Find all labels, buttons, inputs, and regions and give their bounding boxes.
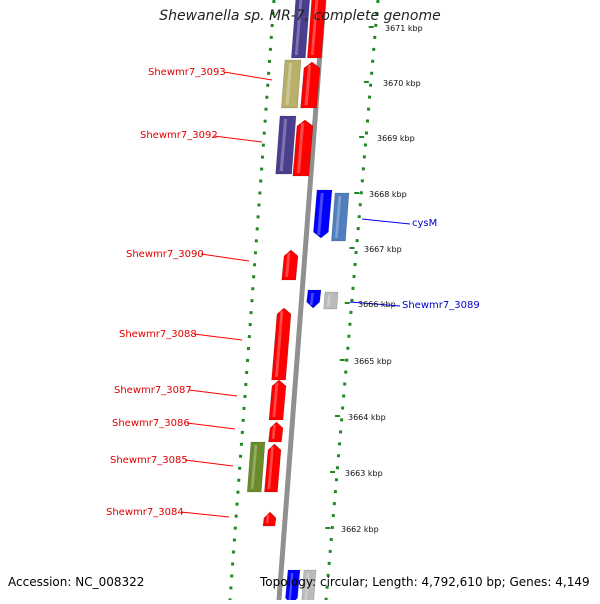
leader-cysm bbox=[361, 218, 411, 225]
gene-block-3093-khaki bbox=[281, 59, 302, 109]
gene-block-3085-olive bbox=[246, 441, 266, 493]
gene-label-shewmr7-3088[interactable]: Shewmr7_3088 bbox=[119, 329, 197, 340]
gene-block-cysm bbox=[313, 189, 333, 239]
scale-label-3663: 3663 kbp bbox=[345, 469, 383, 478]
gene-block-3089 bbox=[306, 289, 322, 309]
leader-3089 bbox=[349, 301, 401, 307]
scale-label-3668: 3668 kbp bbox=[369, 190, 407, 199]
scale-label-3664: 3664 kbp bbox=[348, 413, 386, 422]
gene-block-cysm-steel bbox=[331, 192, 350, 242]
leader-3087 bbox=[188, 389, 238, 397]
scale-label-3665: 3665 kbp bbox=[354, 357, 392, 366]
gene-label-shewmr7-3089[interactable]: Shewmr7_3089 bbox=[402, 300, 480, 311]
scale-label-3667: 3667 kbp bbox=[364, 245, 402, 254]
gene-block-3090-highlight bbox=[285, 253, 291, 277]
gene-block-3092-highlight bbox=[296, 123, 305, 173]
gene-label-shewmr7-3086[interactable]: Shewmr7_3086 bbox=[112, 418, 190, 429]
gene-block-3093-highlight bbox=[304, 65, 312, 105]
gene-block-3089-highlight bbox=[309, 293, 314, 305]
gene-block-bottom-grey bbox=[301, 569, 317, 604]
leader-3085 bbox=[184, 459, 234, 467]
gene-block-top-red-highlight bbox=[310, 0, 319, 55]
gene-label-shewmr7-3092[interactable]: Shewmr7_3092 bbox=[140, 130, 218, 141]
gene-label-shewmr7-3085[interactable]: Shewmr7_3085 bbox=[110, 455, 188, 466]
gene-block-3092-navy bbox=[275, 115, 297, 175]
scale-label-3662: 3662 kbp bbox=[341, 525, 379, 534]
gene-label-shewmr7-3084[interactable]: Shewmr7_3084 bbox=[106, 507, 184, 518]
accession-text: Accession: NC_008322 bbox=[8, 575, 145, 589]
gene-block-3089-grey-highlight bbox=[326, 295, 331, 306]
gene-block-3088-highlight bbox=[275, 311, 284, 377]
gene-block-3086 bbox=[268, 421, 284, 443]
scale-label-3666: 3666 kbp bbox=[358, 300, 396, 309]
gene-block-3085-highlight bbox=[267, 447, 274, 489]
gene-label-cysm[interactable]: cysM bbox=[412, 218, 438, 229]
leader-3092 bbox=[213, 135, 263, 143]
leader-3084 bbox=[180, 511, 230, 518]
divider-right-dotted bbox=[324, 0, 380, 601]
gene-block-cysm-steel-highlight bbox=[334, 196, 342, 238]
gene-block-top-navy bbox=[291, 0, 311, 59]
gene-block-3092-navy-highlight bbox=[279, 119, 288, 171]
gene-block-top-navy-highlight bbox=[294, 0, 303, 55]
page-title: Shewanella sp. MR-7, complete genome bbox=[159, 8, 441, 24]
gene-block-3092 bbox=[292, 119, 314, 177]
gene-block-3084-highlight bbox=[265, 515, 270, 523]
gene-block-top-red bbox=[307, 0, 327, 59]
gene-block-cysm-highlight bbox=[317, 193, 324, 235]
gene-block-3085-olive-highlight bbox=[250, 445, 258, 489]
leader-3086 bbox=[186, 422, 236, 430]
gene-block-3087 bbox=[268, 379, 287, 421]
gene-block-3085 bbox=[264, 443, 282, 493]
gene-label-shewmr7-3090[interactable]: Shewmr7_3090 bbox=[126, 249, 204, 260]
gene-block-3084 bbox=[262, 511, 277, 527]
gene-block-3089-grey bbox=[323, 291, 339, 310]
leader-3088 bbox=[193, 333, 243, 341]
gene-block-bottom-blue-highlight bbox=[288, 573, 294, 601]
gene-block-bottom-grey-highlight bbox=[304, 573, 310, 601]
gene-block-3090 bbox=[281, 249, 299, 281]
scale-label-3669: 3669 kbp bbox=[377, 134, 415, 143]
gene-block-3093 bbox=[300, 61, 321, 109]
gene-label-shewmr7-3087[interactable]: Shewmr7_3087 bbox=[114, 385, 192, 396]
divider-left-dotted bbox=[228, 0, 276, 601]
genome-summary-text: Topology: circular; Length: 4,792,610 bp… bbox=[260, 575, 590, 589]
scale-label-3671: 3671 kbp bbox=[385, 24, 423, 33]
scale-label-3670: 3670 kbp bbox=[383, 79, 421, 88]
gene-label-shewmr7-3093[interactable]: Shewmr7_3093 bbox=[148, 67, 226, 78]
leader-3093 bbox=[223, 71, 273, 81]
gene-block-3093-khaki-highlight bbox=[285, 63, 293, 105]
gene-block-3086-highlight bbox=[271, 425, 276, 439]
gene-block-3088 bbox=[271, 307, 292, 381]
leader-3090 bbox=[200, 253, 250, 262]
gene-block-3087-highlight bbox=[272, 383, 279, 417]
